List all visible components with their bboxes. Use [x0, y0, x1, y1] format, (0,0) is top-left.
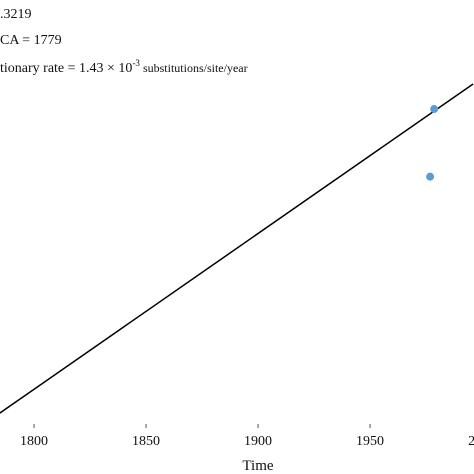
- fit-line: [0, 83, 474, 414]
- rate-annotation: tionary rate = 1.43 × 10-3 substitutions/…: [0, 58, 248, 76]
- x-tick-label: 1800: [20, 434, 48, 449]
- annotation: CA = 1779: [0, 33, 62, 48]
- x-axis-label: Time: [242, 458, 273, 474]
- x-tick-label: 1900: [244, 434, 272, 449]
- point: [430, 105, 439, 114]
- point: [426, 172, 435, 181]
- annotation: .3219: [0, 7, 32, 22]
- rate-exponent: -3: [132, 58, 140, 68]
- rate-unit: substitutions/site/year: [143, 61, 248, 75]
- x-tick-label: 1950: [356, 434, 384, 449]
- rate-text: tionary rate = 1.43 × 10: [0, 61, 132, 76]
- x-tick-label: 1850: [132, 434, 160, 449]
- x-tick-label: 2: [468, 434, 474, 449]
